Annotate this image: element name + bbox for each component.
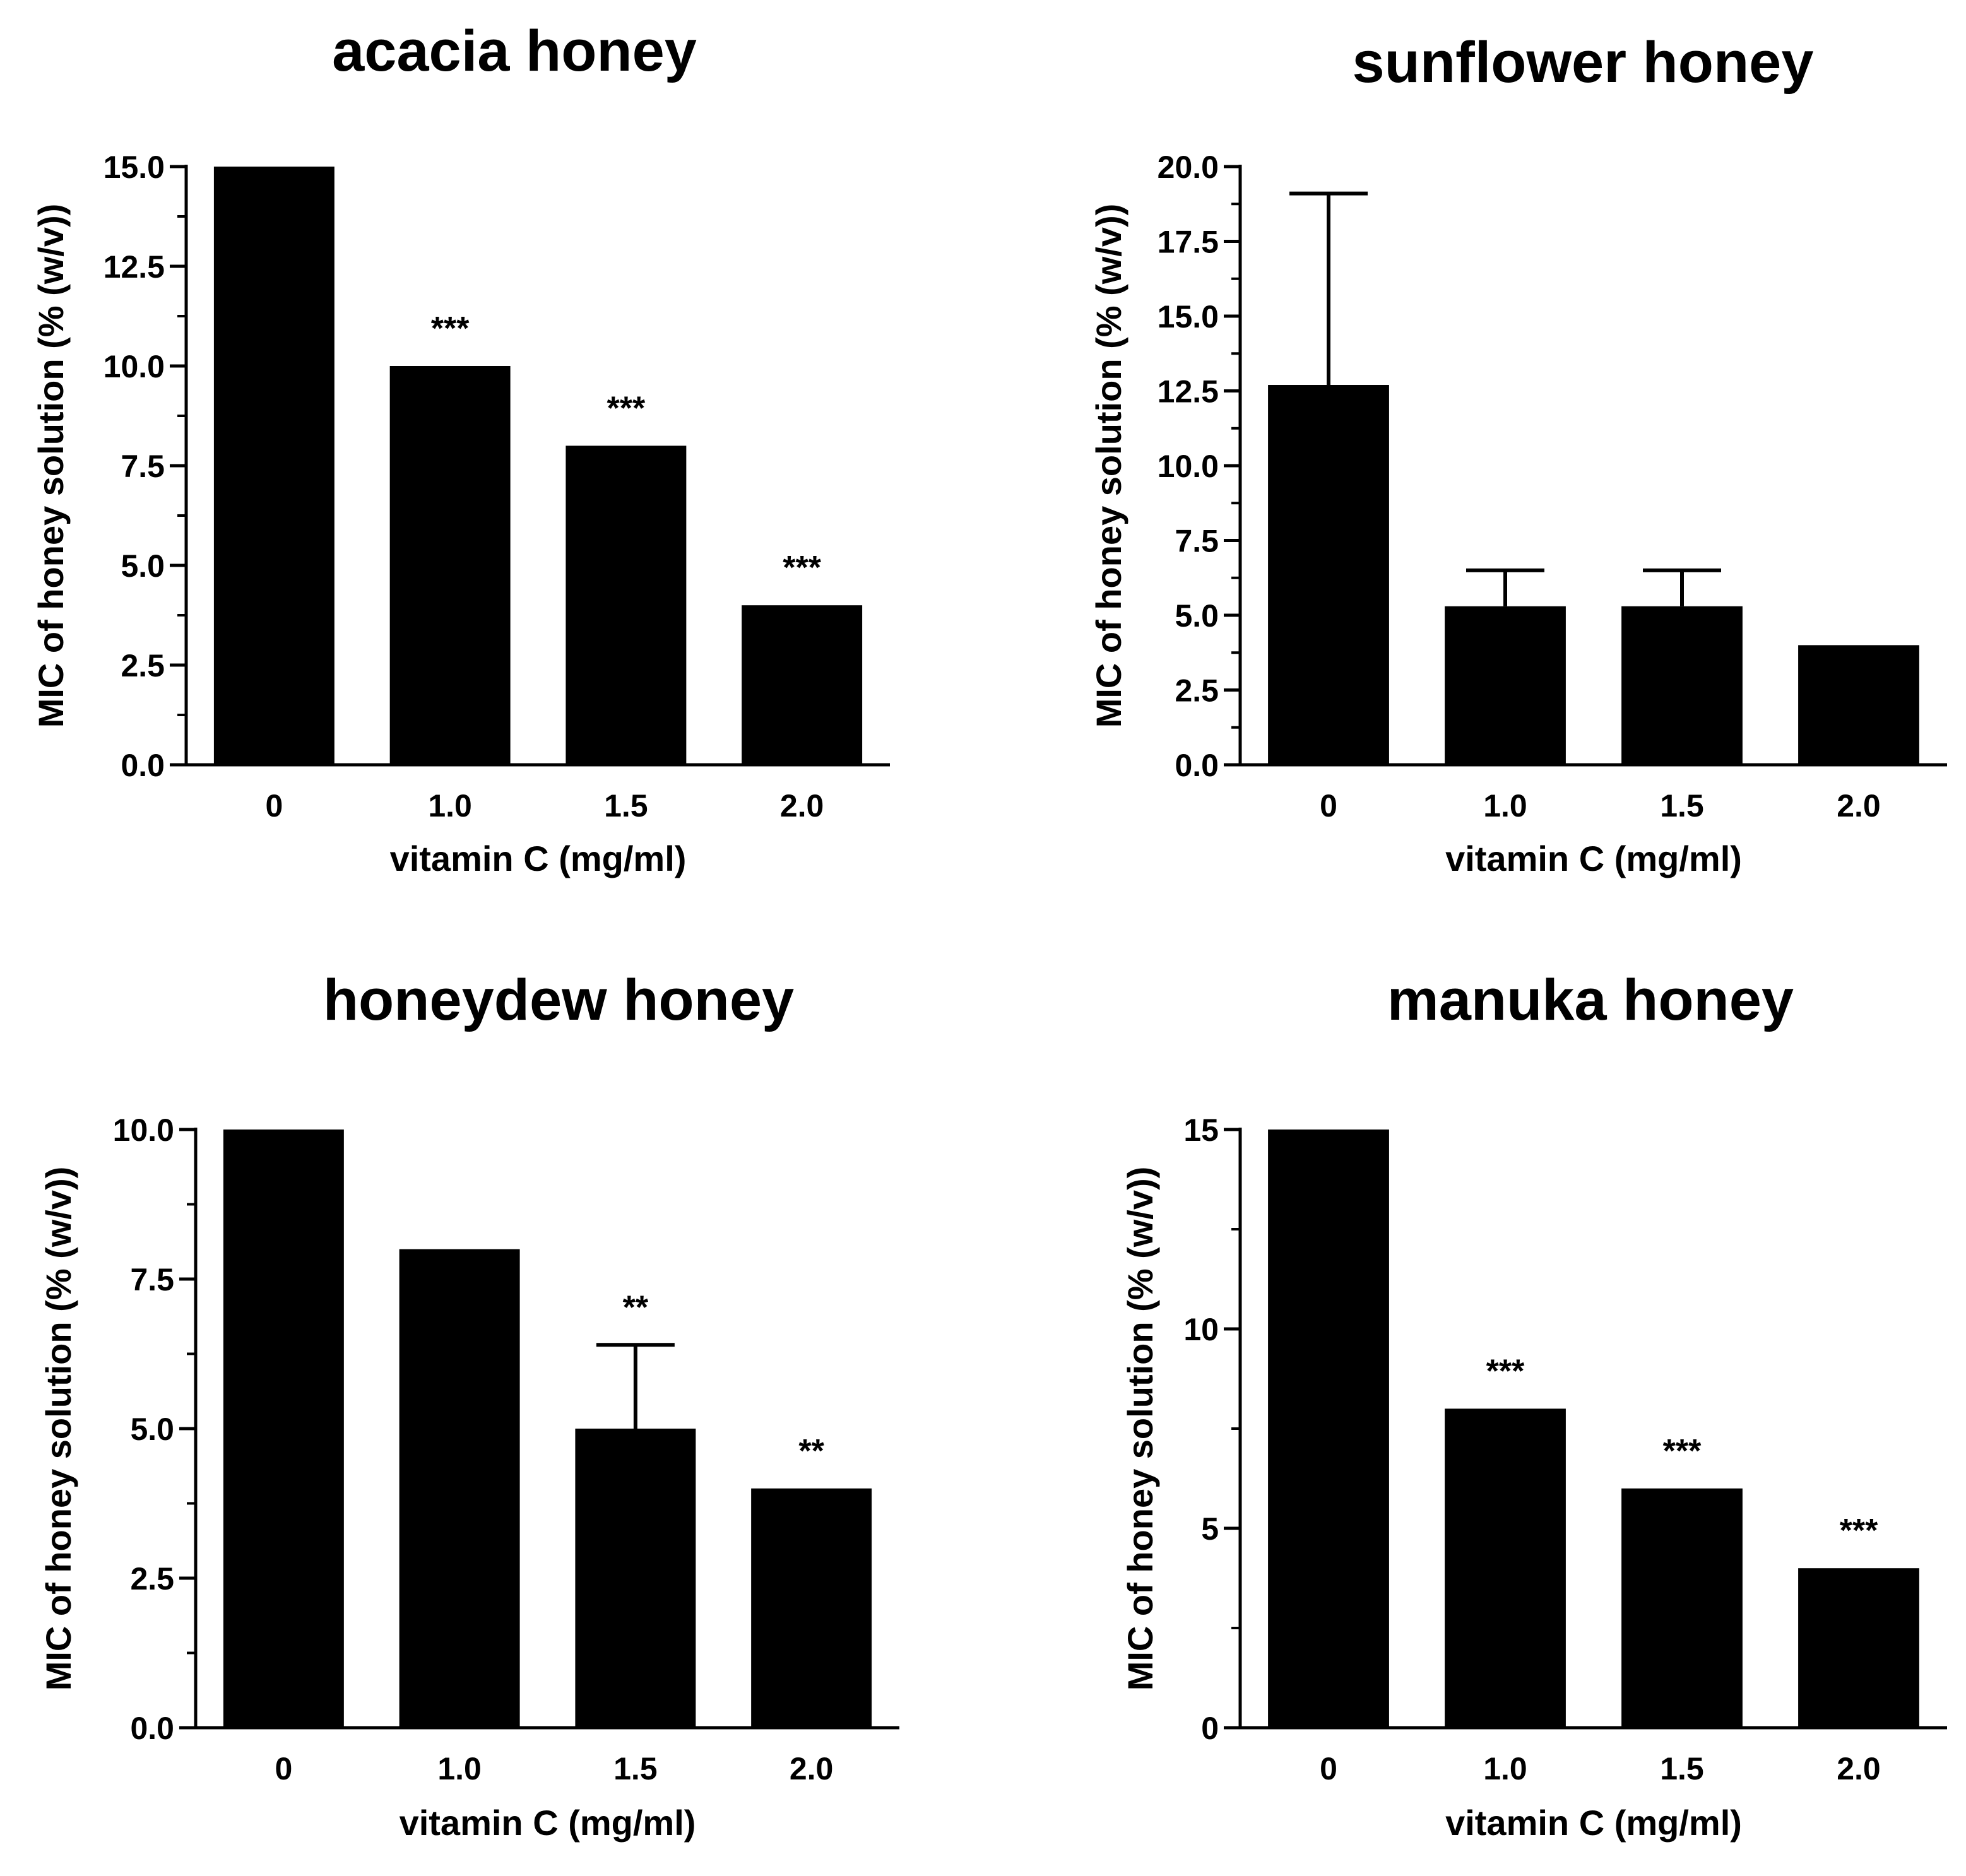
bar-0 xyxy=(213,167,335,765)
bar-2.0 xyxy=(742,605,863,765)
y-axis-title: MIC of honey solution (% (w/v)) xyxy=(1089,204,1128,728)
chart-title: honeydew honey xyxy=(323,968,794,1032)
y-tick-label: 10.0 xyxy=(1158,449,1219,484)
chart-panel-acacia: acacia honey vitamin C (mg/ml) MIC of ho… xyxy=(31,19,890,878)
y-tick-label: 15 xyxy=(1183,1112,1219,1148)
x-axis-title: vitamin C (mg/ml) xyxy=(1445,1803,1742,1843)
bar-2.0 xyxy=(751,1488,872,1728)
significance-label: *** xyxy=(607,390,646,427)
x-tick-label: 1.5 xyxy=(604,788,648,823)
y-tick-label: 2.5 xyxy=(1175,673,1219,709)
y-tick-label: 2.5 xyxy=(121,648,165,683)
y-tick-label: 0.0 xyxy=(121,748,165,783)
significance-label: *** xyxy=(431,310,470,347)
x-tick-label: 1.5 xyxy=(613,1751,658,1786)
significance-label: ** xyxy=(798,1433,824,1470)
bar-0 xyxy=(1268,1130,1389,1728)
x-axis-title: vitamin C (mg/ml) xyxy=(400,1803,696,1843)
significance-label: *** xyxy=(1840,1513,1878,1549)
x-tick-label: 0 xyxy=(1320,1751,1337,1786)
y-axis-title: MIC of honey solution (% (w/v)) xyxy=(31,204,71,728)
y-tick-label: 15.0 xyxy=(104,150,165,185)
y-tick-label: 20.0 xyxy=(1158,150,1219,185)
x-tick-label: 0 xyxy=(1320,788,1337,823)
y-axis-title: MIC of honey solution (% (w/v)) xyxy=(38,1167,78,1691)
y-tick-label: 0 xyxy=(1201,1711,1219,1746)
bar-1.0 xyxy=(389,366,511,765)
x-tick-label: 0 xyxy=(275,1751,292,1786)
y-axis-title: MIC of honey solution (% (w/v)) xyxy=(1120,1167,1160,1691)
bar-2.0 xyxy=(1798,1568,1919,1728)
x-axis-title: vitamin C (mg/ml) xyxy=(390,839,687,878)
chart-panel-sunflower: sunflower honey vitamin C (mg/ml) MIC of… xyxy=(1089,30,1947,878)
y-tick-label: 10.0 xyxy=(113,1112,174,1148)
y-tick-label: 7.5 xyxy=(1175,524,1219,559)
y-tick-label: 7.5 xyxy=(130,1262,174,1297)
y-tick-label: 5.0 xyxy=(130,1412,174,1447)
bar-1.5 xyxy=(1621,1488,1743,1728)
x-tick-label: 2.0 xyxy=(1837,1751,1881,1786)
bar-1.0 xyxy=(1445,1408,1566,1728)
y-tick-label: 17.5 xyxy=(1158,225,1219,260)
significance-label: *** xyxy=(1663,1433,1702,1470)
chart-panel-manuka: manuka honey vitamin C (mg/ml) MIC of ho… xyxy=(1120,968,1947,1843)
y-tick-label: 2.5 xyxy=(130,1561,174,1596)
y-tick-label: 5 xyxy=(1201,1511,1219,1547)
x-tick-label: 2.0 xyxy=(790,1751,834,1786)
bar-1.5 xyxy=(1621,606,1743,765)
chart-title: sunflower honey xyxy=(1353,30,1814,95)
bar-0 xyxy=(223,1130,344,1728)
y-tick-label: 15.0 xyxy=(1158,299,1219,334)
y-tick-label: 5.0 xyxy=(1175,598,1219,634)
y-tick-label: 0.0 xyxy=(130,1711,174,1746)
significance-label: *** xyxy=(1486,1353,1525,1389)
bar-0 xyxy=(1268,385,1389,765)
significance-label: *** xyxy=(783,550,821,586)
x-tick-label: 1.0 xyxy=(1483,788,1527,823)
y-tick-label: 12.5 xyxy=(104,249,165,285)
x-axis-title: vitamin C (mg/ml) xyxy=(1445,839,1742,878)
y-tick-label: 5.0 xyxy=(121,548,165,584)
x-tick-label: 2.0 xyxy=(780,788,824,823)
bar-1.0 xyxy=(1445,606,1566,765)
x-tick-label: 1.5 xyxy=(1660,788,1704,823)
x-tick-label: 0 xyxy=(265,788,283,823)
bar-2.0 xyxy=(1798,645,1919,765)
y-tick-label: 0.0 xyxy=(1175,748,1219,783)
chart-panel-honeydew: honeydew honey vitamin C (mg/ml) MIC of … xyxy=(38,968,899,1843)
y-tick-label: 12.5 xyxy=(1158,374,1219,410)
y-tick-label: 7.5 xyxy=(121,449,165,484)
y-tick-label: 10 xyxy=(1183,1312,1219,1347)
x-tick-label: 1.0 xyxy=(437,1751,482,1786)
bar-1.5 xyxy=(566,445,687,765)
y-tick-label: 10.0 xyxy=(104,349,165,384)
bar-1.0 xyxy=(399,1249,520,1728)
bar-1.5 xyxy=(575,1429,696,1728)
x-tick-label: 1.5 xyxy=(1660,1751,1704,1786)
x-tick-label: 1.0 xyxy=(1483,1751,1527,1786)
significance-label: ** xyxy=(623,1289,649,1326)
chart-title: manuka honey xyxy=(1387,968,1794,1032)
x-tick-label: 2.0 xyxy=(1837,788,1881,823)
chart-title: acacia honey xyxy=(332,19,697,83)
x-tick-label: 1.0 xyxy=(428,788,472,823)
